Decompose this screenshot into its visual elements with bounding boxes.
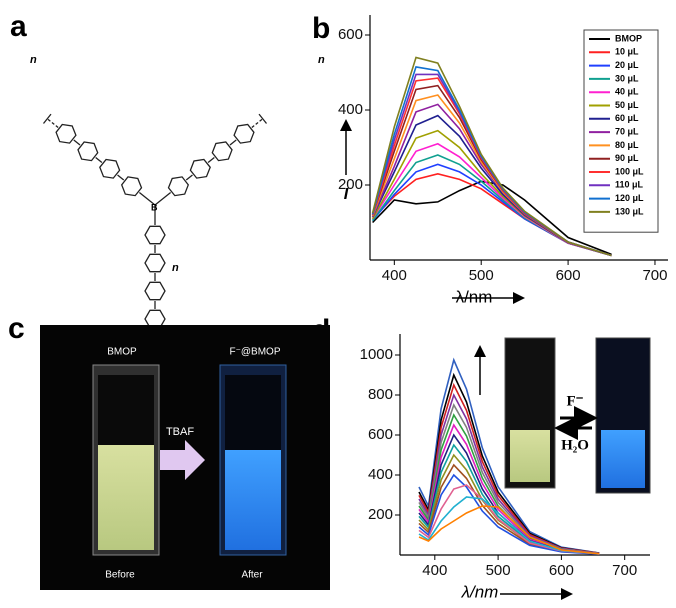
- spectrum-line: [418, 484, 600, 555]
- photo-label: BMOP: [107, 347, 137, 358]
- ring: [144, 225, 166, 245]
- atom-label: B: [151, 202, 158, 212]
- bond: [207, 157, 215, 164]
- x-axis-label: λ/nm: [456, 287, 493, 306]
- x-tick-label: 500: [469, 267, 494, 284]
- panel-label: b: [312, 12, 330, 45]
- bond: [46, 118, 59, 129]
- x-tick-label: 400: [422, 562, 447, 579]
- legend-label: 70 μL: [615, 126, 639, 136]
- solution: [225, 450, 281, 550]
- x-tick-label: 700: [642, 267, 667, 284]
- solution: [601, 430, 645, 488]
- structure: [42, 113, 268, 344]
- legend-label: 20 μL: [615, 60, 639, 70]
- bond: [154, 191, 172, 206]
- legend-label: 50 μL: [615, 100, 639, 110]
- inset-label: H₂O: [561, 437, 589, 453]
- ring: [189, 158, 211, 179]
- solution: [510, 430, 550, 482]
- spectrum-line: [418, 357, 600, 554]
- y-tick-label: 800: [368, 386, 393, 403]
- ring: [120, 176, 143, 197]
- legend-label: 120 μL: [615, 193, 644, 203]
- end-label: n: [30, 54, 37, 66]
- ring: [144, 253, 166, 273]
- x-tick-label: 700: [612, 562, 637, 579]
- bond: [258, 113, 268, 124]
- ring: [144, 281, 166, 301]
- y-tick-label: 200: [368, 506, 393, 523]
- y-tick-label: 200: [338, 176, 363, 193]
- solution: [98, 375, 154, 445]
- panel-label: a: [10, 10, 27, 43]
- photo-label: After: [241, 570, 263, 581]
- spectrum-line: [372, 180, 612, 256]
- end-label: n: [318, 54, 325, 66]
- x-tick-label: 400: [382, 267, 407, 284]
- bond: [117, 174, 125, 181]
- panel-label: c: [8, 312, 25, 345]
- y-tick-label: 1000: [360, 346, 393, 363]
- ring: [99, 158, 121, 179]
- x-tick-label: 600: [549, 562, 574, 579]
- y-tick-label: 600: [368, 426, 393, 443]
- bond: [138, 191, 156, 206]
- spectrum-line: [371, 56, 612, 257]
- ring: [167, 176, 190, 197]
- solution: [98, 445, 154, 550]
- x-axis-label: λ/nm: [461, 582, 499, 601]
- bond: [185, 174, 193, 181]
- photo-label: F⁻@BMOP: [230, 347, 281, 358]
- bond: [251, 118, 264, 129]
- legend-label: BMOP: [615, 33, 642, 43]
- end-label: n: [172, 262, 179, 274]
- legend-label: 10 μL: [615, 47, 639, 57]
- inset-label: F⁻: [566, 393, 583, 409]
- spectrum-line: [418, 473, 600, 555]
- y-axis-label: I: [344, 186, 349, 203]
- spectrum-line: [418, 505, 600, 555]
- photo-label: Before: [105, 570, 135, 581]
- x-tick-label: 500: [486, 562, 511, 579]
- bond: [95, 157, 103, 164]
- bond: [42, 113, 52, 124]
- spectrum-line: [418, 496, 600, 555]
- legend-label: 110 μL: [615, 180, 644, 190]
- y-tick-label: 600: [338, 26, 363, 43]
- spectrum-line: [371, 77, 612, 257]
- legend-label: 30 μL: [615, 73, 639, 83]
- y-tick-label: 400: [368, 466, 393, 483]
- bond: [73, 139, 81, 146]
- spectrum-line: [371, 142, 612, 257]
- legend-label: 60 μL: [615, 113, 639, 123]
- ring: [233, 123, 255, 144]
- legend-label: 90 μL: [615, 153, 639, 163]
- solution: [225, 375, 281, 450]
- bond: [229, 139, 237, 146]
- arrow: [160, 440, 205, 480]
- legend-label: 130 μL: [615, 206, 644, 216]
- ring: [55, 123, 77, 144]
- y-tick-label: 400: [338, 101, 363, 118]
- ring: [77, 141, 99, 162]
- legend-label: 100 μL: [615, 166, 644, 176]
- x-tick-label: 600: [556, 267, 581, 284]
- legend-label: 40 μL: [615, 87, 639, 97]
- photo-label: TBAF: [166, 426, 194, 438]
- ring: [211, 141, 233, 162]
- legend-label: 80 μL: [615, 140, 639, 150]
